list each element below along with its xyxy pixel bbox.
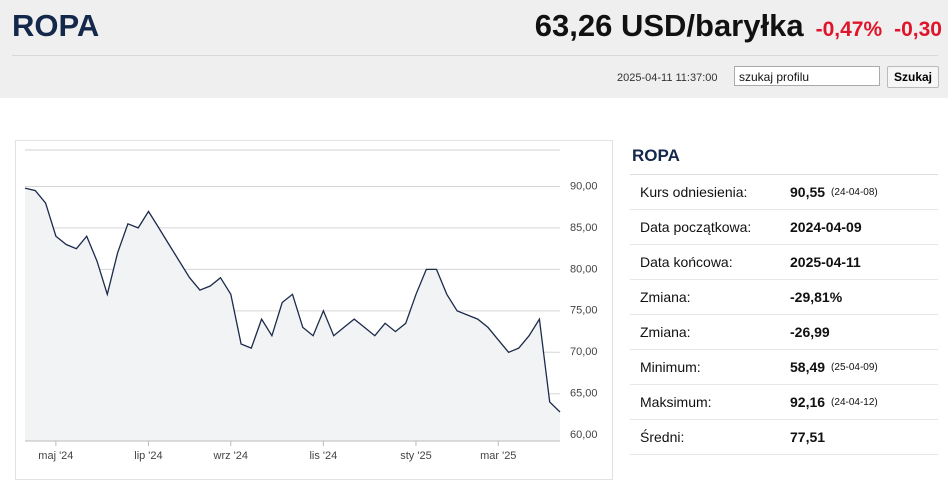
x-tick-label: lip '24	[134, 450, 162, 462]
stats-label: Data początkowa:	[640, 219, 752, 235]
stats-value: 2024-04-09	[790, 219, 862, 235]
stats-panel: ROPA Kurs odniesienia: 90,55 (24-04-08) Dat…	[630, 140, 938, 455]
x-tick-label: wrz '24	[213, 450, 249, 462]
stats-row: Zmiana: -26,99	[630, 315, 938, 350]
stats-row: Średni: 77,51	[630, 420, 938, 455]
y-tick-label: 85,00	[570, 222, 598, 234]
stats-note: (24-04-12)	[831, 396, 878, 408]
stats-value: -26,99	[790, 324, 830, 340]
stats-row: Data początkowa: 2024-04-09	[630, 210, 938, 245]
search-button[interactable]: Szukaj	[887, 66, 939, 88]
search-input[interactable]: szukaj profilu	[734, 66, 880, 86]
x-tick-label: lis '24	[309, 450, 337, 462]
chart-box: 60,00 65,00 70,00 75,00 80,00 85,00 90,00 maj '…	[15, 140, 613, 480]
price: 63,26 USD/baryłka	[534, 8, 804, 43]
y-tick-label: 90,00	[570, 180, 598, 192]
chart: 60,00 65,00 70,00 75,00 80,00 85,00 90,00 maj '…	[24, 149, 598, 462]
stats-label: Maksimum:	[640, 394, 712, 410]
stats-title: ROPA	[630, 140, 938, 175]
stats-row: Maksimum: 92,16 (24-04-12)	[630, 385, 938, 420]
stats-label: Średni:	[640, 429, 685, 445]
stats-label: Minimum:	[640, 359, 701, 375]
stats-row: Minimum: 58,49 (25-04-09)	[630, 350, 938, 385]
stats-row: Kurs odniesienia: 90,55 (24-04-08)	[630, 175, 938, 210]
separator	[12, 55, 938, 56]
y-tick-label: 75,00	[570, 305, 598, 317]
change-abs: -0,30	[894, 18, 942, 41]
x-tick-label: sty '25	[400, 450, 431, 462]
stats-value: 77,51	[790, 429, 826, 445]
stats-label: Kurs odniesienia:	[640, 184, 748, 200]
x-tick-label: maj '24	[38, 450, 73, 462]
stats-value: 90,55	[790, 184, 826, 200]
stats-row: Data końcowa: 2025-04-11	[630, 245, 938, 280]
stats-rows: Kurs odniesienia: 90,55 (24-04-08) Data poc…	[630, 175, 938, 455]
x-tick-label: mar '25	[480, 450, 516, 462]
stats-row: Zmiana: -29,81%	[630, 280, 938, 315]
stats-note: (25-04-09)	[831, 361, 878, 373]
stats-value: 92,16	[790, 394, 826, 410]
area	[25, 188, 560, 441]
change-pct: -0,47%	[815, 18, 883, 41]
stats-value: 58,49	[790, 359, 826, 375]
stats-value: 2025-04-11	[790, 254, 861, 270]
stats-note: (24-04-08)	[831, 186, 878, 198]
stats-label: Zmiana:	[640, 289, 691, 305]
stats-value: -29,81%	[790, 289, 843, 305]
timestamp: 2025-04-11 11:37:00	[617, 72, 718, 84]
title: ROPA	[12, 8, 100, 43]
y-tick-label: 70,00	[570, 346, 598, 358]
quote: 63,26 USD/baryłka -0,47% -0,30	[535, 8, 942, 44]
header: ROPA 63,26 USD/baryłka -0,47% -0,30 2025-0…	[0, 0, 948, 98]
stats-label: Data końcowa:	[640, 254, 733, 270]
y-tick-label: 60,00	[570, 429, 598, 441]
y-tick-label: 65,00	[570, 388, 598, 400]
line	[24, 187, 561, 413]
stats-label: Zmiana:	[640, 324, 691, 340]
y-tick-label: 80,00	[570, 263, 598, 275]
